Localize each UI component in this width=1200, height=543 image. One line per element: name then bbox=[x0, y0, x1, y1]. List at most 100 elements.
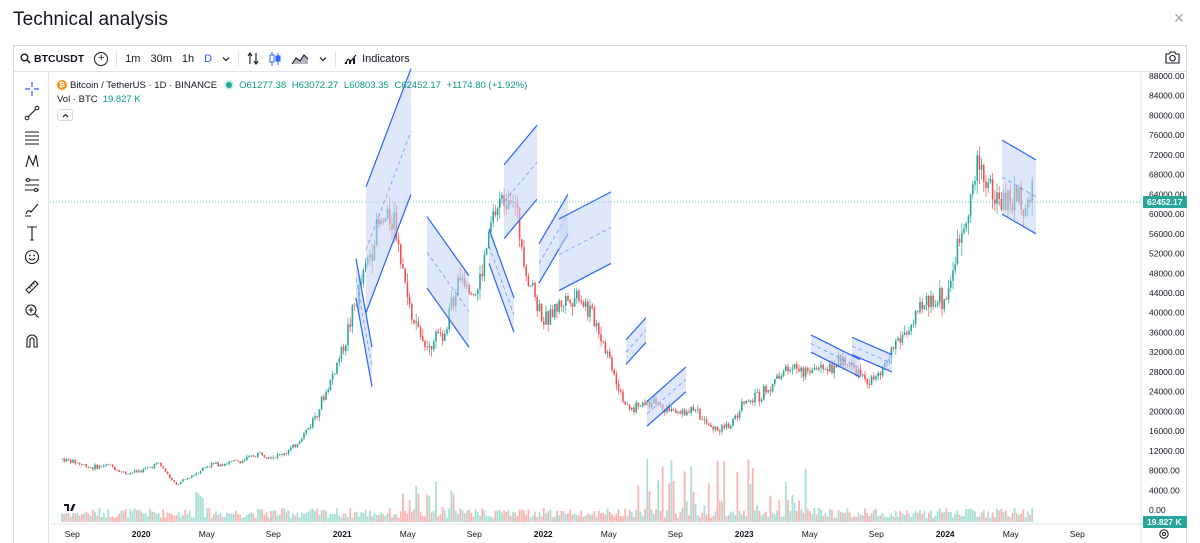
candle-body bbox=[862, 374, 864, 376]
volume-bar bbox=[452, 493, 455, 522]
volume-bar bbox=[696, 515, 699, 522]
chart-type-dropdown[interactable] bbox=[314, 46, 332, 71]
horizontal-lines-icon[interactable] bbox=[23, 128, 41, 146]
collapse-legend-button[interactable] bbox=[57, 109, 73, 121]
candle-body bbox=[996, 192, 998, 204]
candle-body bbox=[831, 364, 833, 374]
channel-midline bbox=[625, 329, 647, 353]
volume-bar bbox=[809, 511, 811, 522]
candle-body bbox=[208, 466, 211, 468]
candle-body bbox=[644, 402, 646, 405]
volume-bar bbox=[718, 500, 721, 522]
candle-body bbox=[61, 458, 63, 460]
time-axis-label: 2021 bbox=[333, 529, 352, 539]
volume-bar bbox=[613, 516, 616, 522]
interval-1h[interactable]: 1h bbox=[181, 52, 195, 65]
channel-midline bbox=[503, 162, 538, 203]
candle-body bbox=[72, 459, 74, 463]
volume-bar bbox=[888, 517, 891, 522]
volume-bar bbox=[930, 510, 932, 522]
candle-body bbox=[829, 364, 831, 372]
volume-bar bbox=[316, 508, 319, 522]
candle-body bbox=[604, 342, 607, 354]
volume-bar bbox=[223, 516, 226, 522]
volume-bar bbox=[243, 517, 246, 522]
price-tick-label: 80000.00 bbox=[1149, 110, 1185, 120]
candle-body bbox=[554, 303, 556, 318]
candle-body bbox=[714, 426, 717, 430]
volume-bar bbox=[556, 510, 558, 522]
fib-icon[interactable] bbox=[23, 176, 41, 194]
symbol-search-button[interactable]: BTCUSDT bbox=[14, 46, 89, 71]
candle-body bbox=[626, 404, 629, 406]
volume-bar bbox=[113, 517, 116, 522]
camera-icon[interactable] bbox=[1165, 51, 1180, 67]
interval-dropdown[interactable] bbox=[217, 46, 235, 71]
gear-ring bbox=[1159, 529, 1169, 539]
candle-body bbox=[323, 396, 325, 400]
interval-d[interactable]: D bbox=[204, 52, 213, 65]
candle-body bbox=[686, 411, 688, 416]
candle-body bbox=[868, 383, 871, 385]
volume-bar bbox=[300, 512, 303, 522]
volume-bar bbox=[624, 508, 627, 522]
volume-bar bbox=[65, 513, 68, 522]
interval-30m[interactable]: 30m bbox=[150, 52, 172, 65]
channel-midline bbox=[365, 131, 412, 250]
volume-bar bbox=[461, 509, 464, 522]
candle-body bbox=[677, 411, 679, 413]
candle-body bbox=[162, 466, 164, 469]
brush-icon[interactable] bbox=[23, 200, 41, 218]
emoji-icon[interactable] bbox=[23, 248, 41, 266]
volume-bar bbox=[116, 516, 118, 522]
candles-button[interactable] bbox=[264, 46, 286, 71]
compare-symbol-button[interactable]: + bbox=[89, 46, 113, 71]
channel-line bbox=[646, 366, 687, 402]
candle-body bbox=[703, 419, 706, 421]
candle-body bbox=[248, 456, 250, 457]
ruler-icon[interactable] bbox=[23, 278, 41, 296]
volume-bar bbox=[892, 516, 895, 522]
volume-bar bbox=[938, 508, 941, 522]
volume-bar bbox=[615, 513, 618, 522]
volume-bar bbox=[712, 516, 715, 522]
text-icon[interactable] bbox=[23, 224, 41, 242]
candle-body bbox=[276, 454, 279, 458]
trend-line-icon[interactable] bbox=[23, 104, 41, 122]
volume-bar bbox=[734, 514, 737, 522]
close-icon[interactable]: × bbox=[1173, 7, 1185, 28]
time-axis-label: May bbox=[802, 529, 819, 539]
volume-bar bbox=[190, 517, 193, 522]
price-chart[interactable]: 88000.00 84000.00 80000.00 76000.00 72000.00… bbox=[14, 46, 1188, 543]
volume-bar bbox=[824, 512, 827, 522]
candle-body bbox=[947, 287, 950, 300]
bar-style-button[interactable] bbox=[242, 46, 264, 71]
volume-bar bbox=[358, 516, 360, 522]
crosshair-icon[interactable] bbox=[23, 80, 41, 98]
candle-body bbox=[613, 369, 615, 375]
volume-bar bbox=[870, 513, 873, 522]
zoom-icon[interactable] bbox=[23, 302, 41, 320]
indicators-button[interactable]: Indicators bbox=[339, 46, 415, 71]
volume-bar bbox=[61, 513, 63, 522]
candle-body bbox=[903, 332, 906, 335]
price-tick-label: 60000.00 bbox=[1149, 209, 1185, 219]
candle-body bbox=[142, 469, 145, 473]
candle-body bbox=[910, 324, 912, 332]
candle-body bbox=[127, 474, 129, 475]
candle-body bbox=[811, 369, 813, 373]
candle-body bbox=[118, 470, 120, 472]
tradingview-logo-icon bbox=[62, 501, 80, 513]
channel-line bbox=[365, 194, 412, 313]
volume-bar bbox=[791, 494, 794, 522]
interval-1m[interactable]: 1m bbox=[125, 52, 141, 65]
candle-body bbox=[303, 433, 305, 439]
magnet-icon[interactable] bbox=[23, 332, 41, 350]
volume-bar bbox=[529, 517, 532, 522]
candle-body bbox=[591, 305, 593, 308]
area-chart-button[interactable] bbox=[286, 46, 314, 71]
candle-body bbox=[532, 283, 534, 286]
volume-bar bbox=[215, 511, 217, 522]
candle-body bbox=[250, 455, 252, 457]
pattern-icon[interactable] bbox=[23, 152, 41, 170]
